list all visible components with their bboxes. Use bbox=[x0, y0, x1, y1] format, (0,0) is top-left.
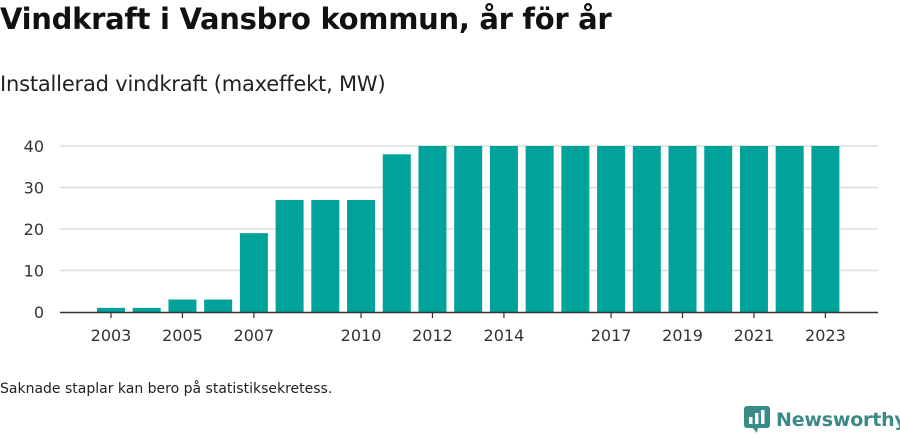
bar-2011 bbox=[382, 154, 411, 312]
bar-2022 bbox=[775, 146, 804, 312]
x-tick-label: 2021 bbox=[734, 326, 775, 345]
bar-2010 bbox=[347, 199, 376, 312]
bar-2018 bbox=[632, 146, 661, 312]
bar-2006 bbox=[204, 299, 233, 312]
bar-2009 bbox=[311, 199, 340, 312]
y-axis-ticks: 0 10 20 30 40 bbox=[24, 137, 44, 322]
bar-2013 bbox=[454, 146, 483, 312]
bar-2021 bbox=[739, 146, 768, 312]
bar-2004 bbox=[132, 307, 161, 312]
brand-name: Newsworthy bbox=[776, 409, 900, 431]
bar-2003 bbox=[97, 307, 125, 312]
chart-subtitle: Installerad vindkraft (maxeffekt, MW) bbox=[0, 72, 386, 96]
newsworthy-logo: Newsworthy bbox=[744, 406, 900, 434]
bar-2007 bbox=[239, 233, 268, 312]
bar-2020 bbox=[704, 146, 733, 312]
newsworthy-logo-icon bbox=[744, 406, 770, 433]
x-tick-label: 2012 bbox=[412, 326, 453, 345]
bar-2012 bbox=[418, 146, 447, 312]
bar-2023 bbox=[811, 146, 840, 312]
x-tick-label: 2003 bbox=[91, 326, 132, 345]
bars bbox=[97, 146, 840, 312]
x-axis-ticks: 2003 2005 2007 2010 2012 2014 2017 2019 2021 2023 bbox=[91, 312, 846, 345]
y-tick-label: 10 bbox=[24, 262, 44, 281]
x-tick-label: 2017 bbox=[591, 326, 632, 345]
bar-2008 bbox=[275, 199, 304, 312]
x-tick-label: 2005 bbox=[162, 326, 203, 345]
x-tick-label: 2019 bbox=[662, 326, 703, 345]
y-tick-label: 0 bbox=[34, 303, 44, 322]
x-tick-label: 2007 bbox=[234, 326, 275, 345]
bar-2016 bbox=[561, 146, 590, 312]
x-tick-label: 2023 bbox=[805, 326, 846, 345]
bar-2005 bbox=[168, 299, 197, 312]
y-tick-label: 30 bbox=[24, 179, 44, 198]
y-tick-label: 40 bbox=[24, 137, 44, 156]
footnote: Saknade staplar kan bero på statistiksek… bbox=[0, 381, 333, 397]
chart-title: Vindkraft i Vansbro kommun, år för år bbox=[0, 2, 612, 36]
bar-2015 bbox=[525, 146, 554, 312]
bar-2014 bbox=[489, 146, 518, 312]
bar-2017 bbox=[597, 146, 626, 312]
bar-2019 bbox=[668, 146, 697, 312]
x-tick-label: 2014 bbox=[484, 326, 525, 345]
y-tick-label: 20 bbox=[24, 220, 44, 239]
x-tick-label: 2010 bbox=[341, 326, 382, 345]
